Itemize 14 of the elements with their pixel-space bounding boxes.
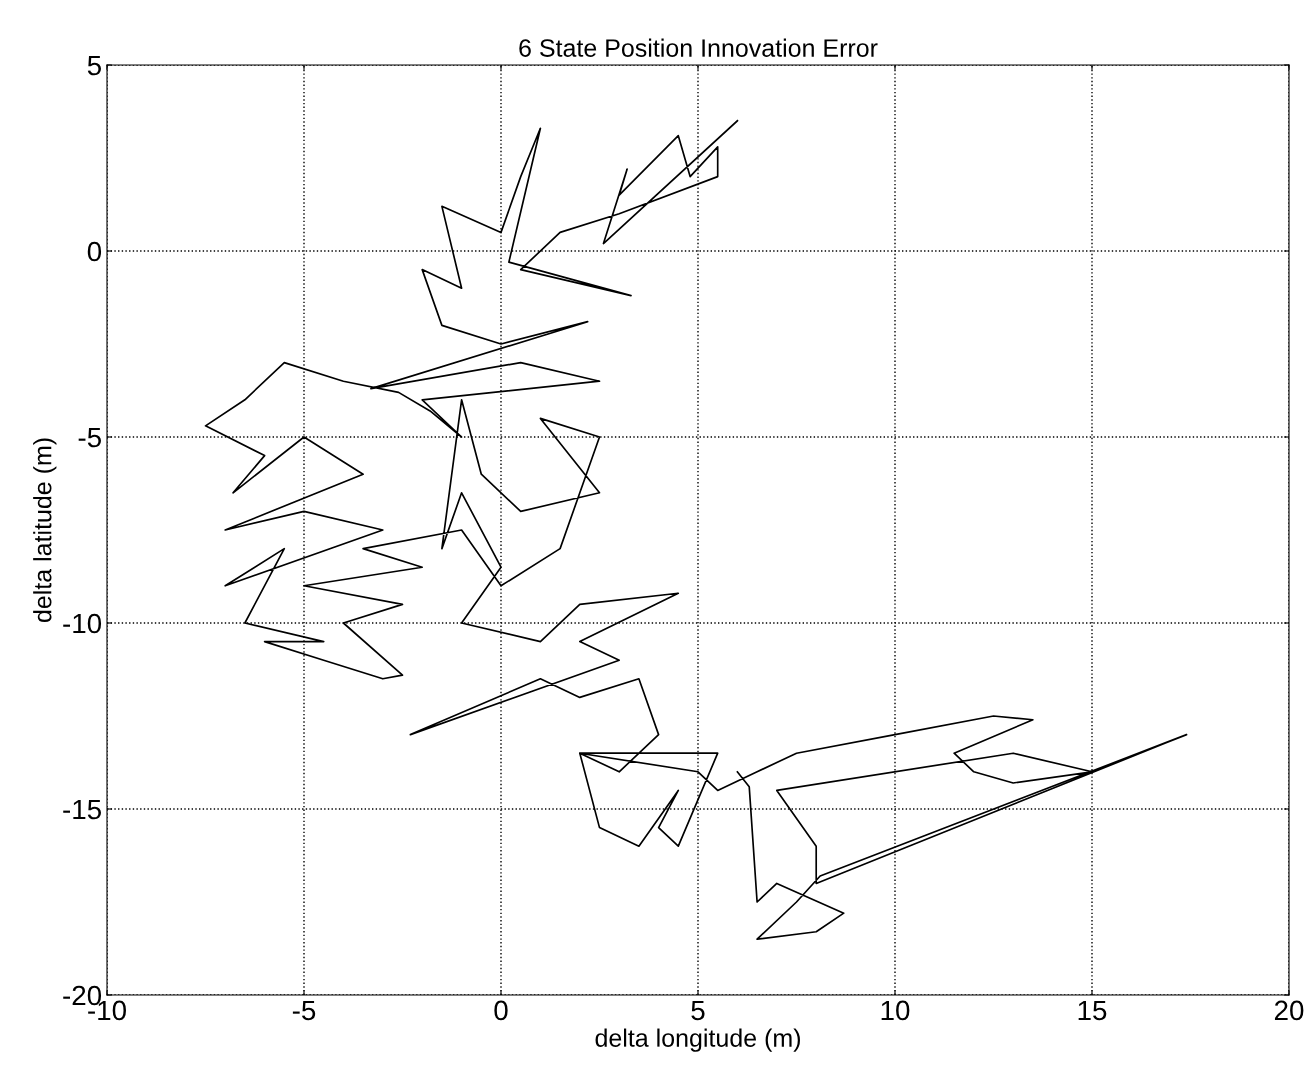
- y-tick-label: -5: [78, 427, 101, 448]
- y-tick-label: -10: [63, 613, 102, 634]
- x-tick-label: 10: [881, 1000, 910, 1021]
- y-axis-title: delta latitude (m): [33, 438, 57, 623]
- y-tick-label: 5: [87, 55, 101, 76]
- x-tick-label: 5: [691, 1000, 705, 1021]
- x-tick-label: -5: [292, 1000, 316, 1021]
- x-tick-label: 0: [494, 1000, 508, 1021]
- x-tick-label: 20: [1274, 1000, 1304, 1021]
- x-axis-title: delta longitude (m): [595, 1028, 800, 1052]
- chart-title: 6 State Position Innovation Error: [519, 38, 878, 57]
- x-tick-label: 15: [1078, 1000, 1107, 1021]
- y-tick-label: 0: [87, 241, 102, 262]
- y-tick-label: -15: [63, 799, 101, 820]
